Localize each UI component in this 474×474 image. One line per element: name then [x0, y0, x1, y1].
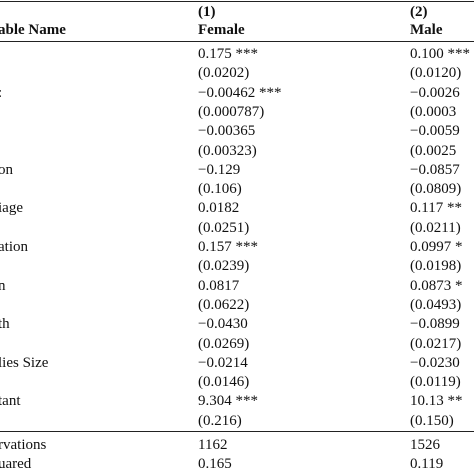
- male-cell: (0.150): [410, 413, 454, 429]
- col2-header: Male: [410, 22, 443, 38]
- male-cell: (0.0025: [410, 143, 457, 159]
- footer-female-cell: 1162: [198, 437, 228, 453]
- female-cell: (0.106): [198, 181, 242, 197]
- male-cell: (0.0119): [410, 374, 461, 390]
- male-cell: −0.0059: [410, 123, 460, 139]
- male-cell: (0.0120): [410, 65, 462, 81]
- female-cell: −0.0430: [198, 316, 248, 332]
- female-cell: −0.00365: [198, 123, 256, 139]
- footer-male-cell: 1526: [410, 437, 440, 453]
- male-cell: (0.0198): [410, 258, 462, 274]
- female-cell: 0.175 ***: [198, 46, 258, 62]
- female-cell: 0.157 ***: [198, 239, 258, 255]
- top-rule: [0, 1, 474, 2]
- female-cell: (0.0202): [198, 65, 250, 81]
- variable-header: able Name: [0, 22, 66, 38]
- male-cell: −0.0857: [410, 162, 460, 178]
- female-cell: (0.00323): [198, 143, 257, 159]
- male-cell: −0.0230: [410, 355, 460, 371]
- female-cell: (0.000787): [198, 104, 265, 120]
- male-cell: 10.13 **: [410, 393, 463, 409]
- footer-label: rvations: [0, 437, 47, 453]
- row-label: tant: [0, 393, 21, 409]
- row-label: on: [0, 162, 13, 178]
- row-label: iage: [0, 200, 23, 216]
- header-rule: [0, 41, 474, 42]
- male-cell: −0.0899: [410, 316, 460, 332]
- col1-number: (1): [198, 4, 216, 20]
- male-cell: (0.0809): [410, 181, 462, 197]
- female-cell: (0.0622): [198, 297, 250, 313]
- female-cell: (0.0239): [198, 258, 250, 274]
- female-cell: (0.0251): [198, 220, 250, 236]
- male-cell: 0.0997 *: [410, 239, 463, 255]
- male-cell: (0.0493): [410, 297, 462, 313]
- male-cell: (0.0211): [410, 220, 461, 236]
- male-cell: (0.0217): [410, 336, 462, 352]
- footer-label: uared: [0, 456, 32, 472]
- female-cell: (0.0269): [198, 336, 250, 352]
- male-cell: 0.117 **: [410, 200, 462, 216]
- row-label: th: [0, 316, 10, 332]
- footer-male-cell: 0.119: [410, 456, 444, 472]
- col1-header: Female: [198, 22, 245, 38]
- male-cell: 0.100 ***: [410, 46, 470, 62]
- col2-number: (2): [410, 4, 428, 20]
- female-cell: −0.129: [198, 162, 241, 178]
- footer-rule: [0, 431, 474, 432]
- footer-female-cell: 0.165: [198, 456, 232, 472]
- female-cell: 9.304 ***: [198, 393, 258, 409]
- row-label: lies Size: [0, 355, 49, 371]
- female-cell: −0.0214: [198, 355, 248, 371]
- row-label: :: [0, 83, 2, 103]
- male-cell: −0.0026: [410, 85, 460, 101]
- female-cell: (0.0146): [198, 374, 250, 390]
- female-cell: 0.0182: [198, 200, 240, 216]
- row-label: n: [0, 278, 6, 294]
- female-cell: −0.00462 ***: [198, 85, 282, 101]
- female-cell: (0.216): [198, 413, 242, 429]
- row-label: ation: [0, 239, 28, 255]
- female-cell: 0.0817: [198, 278, 240, 294]
- male-cell: (0.0003: [410, 104, 457, 120]
- male-cell: 0.0873 *: [410, 278, 463, 294]
